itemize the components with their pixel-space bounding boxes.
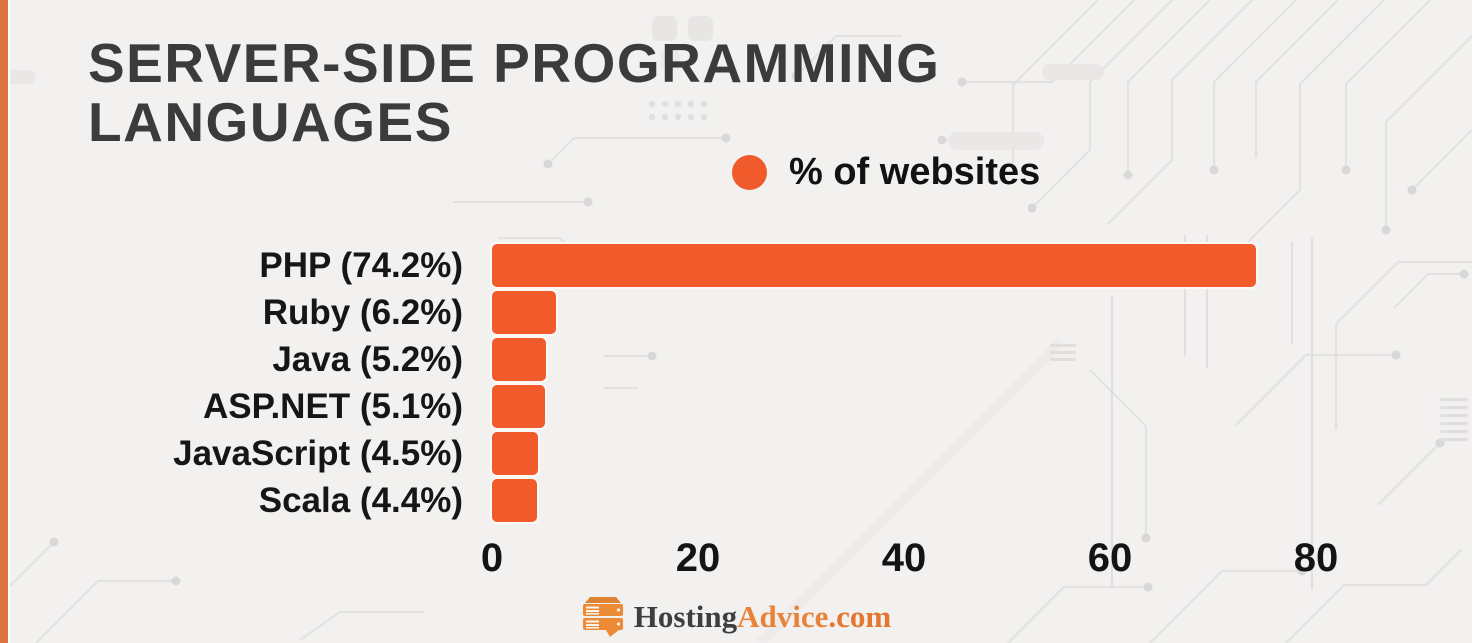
bar-php: [492, 244, 1257, 287]
chart-row: Java (5.2%): [0, 336, 1345, 383]
legend-dot-icon: [732, 154, 767, 190]
footer-logo: HostingAdvice.com: [0, 597, 1472, 637]
bar-track: [492, 291, 1316, 334]
bar-track: [492, 338, 1316, 381]
page-title: SERVER-SIDE PROGRAMMING LANGUAGES: [88, 34, 940, 152]
bar-scala: [492, 479, 538, 522]
bar-label-php: PHP (74.2%): [259, 245, 463, 285]
brand-text-hosting: Hosting: [633, 599, 738, 634]
bar-label-java: Java (5.2%): [272, 339, 463, 379]
x-tick-20: 20: [675, 536, 721, 580]
bar-track: [492, 244, 1316, 287]
bar-aspnet: [492, 385, 545, 428]
x-tick-80: 80: [1293, 536, 1339, 580]
x-tick-60: 60: [1087, 536, 1133, 580]
chart-row: ASP.NET (5.1%): [0, 383, 1345, 430]
x-tick-0: 0: [480, 536, 504, 580]
bar-track: [492, 432, 1316, 475]
chart-row: JavaScript (4.5%): [0, 430, 1345, 477]
server-speech-bubble-icon: [582, 597, 623, 637]
brand-text-dotcom: .com: [828, 599, 892, 634]
page-title-line1: SERVER-SIDE PROGRAMMING: [88, 32, 941, 94]
chart-row: PHP (74.2%): [0, 242, 1345, 289]
bar-track: [492, 385, 1316, 428]
bar-javascript: [492, 432, 539, 475]
bar-label-javascript: JavaScript (4.5%): [173, 433, 463, 473]
bar-chart: PHP (74.2%) Ruby (6.2%) Java (5.2%) ASP.…: [0, 242, 1345, 524]
bar-label-aspnet: ASP.NET (5.1%): [203, 386, 463, 426]
page-title-line2: LANGUAGES: [88, 91, 453, 153]
brand-text: HostingAdvice.com: [634, 599, 891, 635]
chart-row: Scala (4.4%): [0, 477, 1345, 524]
chart-row: Ruby (6.2%): [0, 289, 1345, 336]
legend-label: % of websites: [789, 150, 1041, 193]
bar-track: [492, 479, 1316, 522]
bar-label-scala: Scala (4.4%): [258, 480, 463, 520]
chart-legend: % of websites: [732, 150, 1041, 193]
bar-java: [492, 338, 546, 381]
left-accent-strip: [0, 0, 10, 643]
bar-ruby: [492, 291, 556, 334]
brand-text-advice: Advice: [737, 599, 829, 634]
x-tick-40: 40: [881, 536, 927, 580]
x-axis: 0 20 40 60 80: [481, 536, 1338, 584]
bar-label-ruby: Ruby (6.2%): [262, 292, 463, 332]
